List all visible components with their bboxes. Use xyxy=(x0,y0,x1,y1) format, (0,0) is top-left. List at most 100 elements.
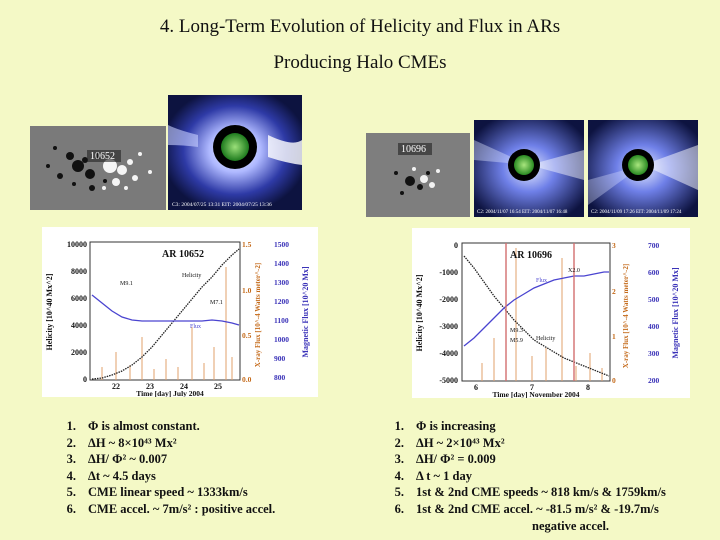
left-ytick: 6000 xyxy=(71,294,87,303)
list-item: 6. 1st & 2nd CME accel. ~ -81.5 m/s² & -1… xyxy=(394,501,659,516)
left-flux-tick: 1100 xyxy=(274,316,289,325)
left-ylabel-magflux: Magnetic Flux [10^20 Mx] xyxy=(301,266,310,357)
left-flux-label: Flux xyxy=(190,324,201,330)
list-item: 1. Φ is increasing xyxy=(394,419,496,433)
right-helicity-curve xyxy=(463,255,610,377)
right-xtick: 7 xyxy=(530,383,534,392)
left-xray-tick: 0.0 xyxy=(242,375,252,384)
slide-title-line1: 4. Long-Term Evolution of Helicity and F… xyxy=(159,16,561,37)
left-xlabel: Time [day] July 2004 xyxy=(136,389,204,397)
right-lasco-cme-image-2: C2: 2004/11/09 17:26 EIT: 2004/11/09 17:… xyxy=(588,120,698,217)
left-xtick: 24 xyxy=(180,382,188,391)
right-ar-label: AR 10696 xyxy=(510,250,552,261)
right-flux-curve xyxy=(463,271,609,347)
left-ytick: 0 xyxy=(83,375,87,384)
left-plot-svg: Helicity [10^40 Mx^2] X-ray Flux [10^-4 … xyxy=(45,240,310,398)
right-ytick: -4000 xyxy=(439,349,458,358)
left-ar-label: AR 10652 xyxy=(162,249,204,260)
right-flux-label: Flux xyxy=(536,278,547,284)
right-ylabel-helicity: Helicity [10^40 Mx^2] xyxy=(415,274,424,351)
right-helicity-label: Helicity xyxy=(536,336,555,342)
slide-title-line2: Producing Halo CMEs xyxy=(273,52,447,73)
right-flux-tick: 400 xyxy=(648,322,660,331)
list-item: 6. CME accel. ~ 7m/s² : positive accel. xyxy=(66,501,276,516)
right-ylabel-magflux: Magnetic Flux [10^20 Mx] xyxy=(671,267,680,358)
left-helicity-curve xyxy=(91,248,240,380)
left-flux-tick: 1400 xyxy=(274,259,289,268)
list-item: 1. Φ is almost constant. xyxy=(66,419,200,433)
left-xtick: 23 xyxy=(146,382,154,391)
right-ytick: -2000 xyxy=(439,295,458,304)
right-ytick: -5000 xyxy=(439,376,458,385)
right-ytick: -1000 xyxy=(439,268,458,277)
right-flux-tick: 300 xyxy=(648,349,660,358)
left-ytick: 4000 xyxy=(71,321,87,330)
right-xlabel: Time [day] November 2004 xyxy=(492,390,579,398)
left-helicity-label: Helicity xyxy=(182,273,201,279)
left-flux-curve xyxy=(91,294,240,326)
left-flux-tick: 1500 xyxy=(274,240,289,249)
right-findings-list: 1. Φ is increasing 2. ΔH ~ 2×10⁴³ Mx² 3. ΔH… xyxy=(376,418,666,534)
right-plot-svg: Helicity [10^40 Mx^2] X-ray Flux [10^-4 … xyxy=(415,241,680,399)
left-ylabel-helicity: Helicity [10^40 Mx^2] xyxy=(45,273,54,350)
right-xtick: 6 xyxy=(474,383,478,392)
left-xray-tick: 1.5 xyxy=(242,240,252,249)
left-xray-tick: 1.0 xyxy=(242,286,252,295)
right-flare-label: X2.0 xyxy=(568,268,580,274)
right-cme-markers xyxy=(505,243,575,381)
right-flux-tick: 700 xyxy=(648,241,660,250)
right-flux-tick: 200 xyxy=(648,376,660,385)
left-flux-tick: 800 xyxy=(274,373,286,382)
right-xray-tick: 0 xyxy=(612,376,616,385)
list-item: 3. ΔH/ Φ² = 0.009 xyxy=(394,452,496,467)
left-xray-spikes xyxy=(101,267,233,380)
right-magnetogram-image: 10696 xyxy=(366,133,470,217)
right-helicity-flux-plot: Helicity [10^40 Mx^2] X-ray Flux [10^-4 … xyxy=(412,228,690,399)
right-ylabel-xray: X-ray Flux [10^-4 Watts meter^-2] xyxy=(622,264,630,368)
left-ytick: 8000 xyxy=(71,267,87,276)
left-magnetogram-label: 10652 xyxy=(90,151,115,162)
left-ytick: 2000 xyxy=(71,348,87,357)
right-xtick: 8 xyxy=(586,383,590,392)
right-flux-tick: 600 xyxy=(648,268,660,277)
right-ytick: -3000 xyxy=(439,322,458,331)
right-xray-spikes xyxy=(481,248,603,381)
left-flux-tick: 1000 xyxy=(274,335,289,344)
list-item: 5. CME linear speed ~ 1333km/s xyxy=(66,485,248,500)
left-magnetogram-image: 10652 xyxy=(30,126,166,210)
list-item: 3. ΔH/ Φ² ~ 0.007 xyxy=(66,452,168,467)
left-flux-tick: 900 xyxy=(274,354,286,363)
right-xray-tick: 3 xyxy=(612,241,616,250)
left-ytick: 10000 xyxy=(67,240,87,249)
left-flare-label: M9.1 xyxy=(120,281,133,287)
left-helicity-flux-plot: Helicity [10^40 Mx^2] X-ray Flux [10^-4 … xyxy=(42,227,318,398)
list-item: 4. Δt ~ 4.5 days xyxy=(66,468,156,483)
left-xtick: 22 xyxy=(112,382,120,391)
left-flux-tick: 1300 xyxy=(274,278,289,287)
list-item-continuation: negative accel. xyxy=(532,518,610,533)
left-findings-list: 1. Φ is almost constant. 2. ΔH ~ 8×10⁴³ Mx… xyxy=(48,418,276,518)
right-xray-tick: 2 xyxy=(612,287,616,296)
left-ylabel-xray: X-ray Flux [10^-4 Watts meter^-2] xyxy=(254,263,262,367)
left-lasco-cme-image: C3: 2004/07/25 13:31 EIT: 2004/07/25 13:… xyxy=(168,95,302,210)
right-flux-tick: 500 xyxy=(648,295,660,304)
right-flare-label: M5.9 xyxy=(510,338,523,344)
list-item: 2. ΔH ~ 8×10⁴³ Mx² xyxy=(66,435,177,450)
right-lasco-caption-2: C2: 2004/11/09 17:26 EIT: 2004/11/09 17:… xyxy=(591,210,682,215)
right-plot-frame xyxy=(461,242,611,382)
left-plot-frame xyxy=(89,241,241,381)
list-item: 5. 1st & 2nd CME speeds ~ 818 km/s & 1759… xyxy=(394,485,666,500)
right-flare-label: M9.3 xyxy=(510,328,523,334)
left-flare-label: M7.1 xyxy=(210,300,223,306)
list-item: 2. ΔH ~ 2×10⁴³ Mx² xyxy=(394,435,505,450)
right-lasco-cme-image-1: C2: 2004/11/07 16:54 EIT: 2004/11/07 16:… xyxy=(474,120,584,217)
right-lasco-caption-1: C2: 2004/11/07 16:54 EIT: 2004/11/07 16:… xyxy=(477,210,568,215)
right-xray-tick: 1 xyxy=(612,332,616,341)
left-xray-tick: 0.5 xyxy=(242,331,252,340)
list-item: 4. Δ t ~ 1 day xyxy=(394,468,473,483)
left-flux-tick: 1200 xyxy=(274,297,289,306)
left-lasco-caption: C3: 2004/07/25 13:31 EIT: 2004/07/25 13:… xyxy=(172,202,272,208)
right-magnetogram-label: 10696 xyxy=(401,144,426,155)
left-xtick: 25 xyxy=(214,382,222,391)
right-ytick: 0 xyxy=(454,241,458,250)
